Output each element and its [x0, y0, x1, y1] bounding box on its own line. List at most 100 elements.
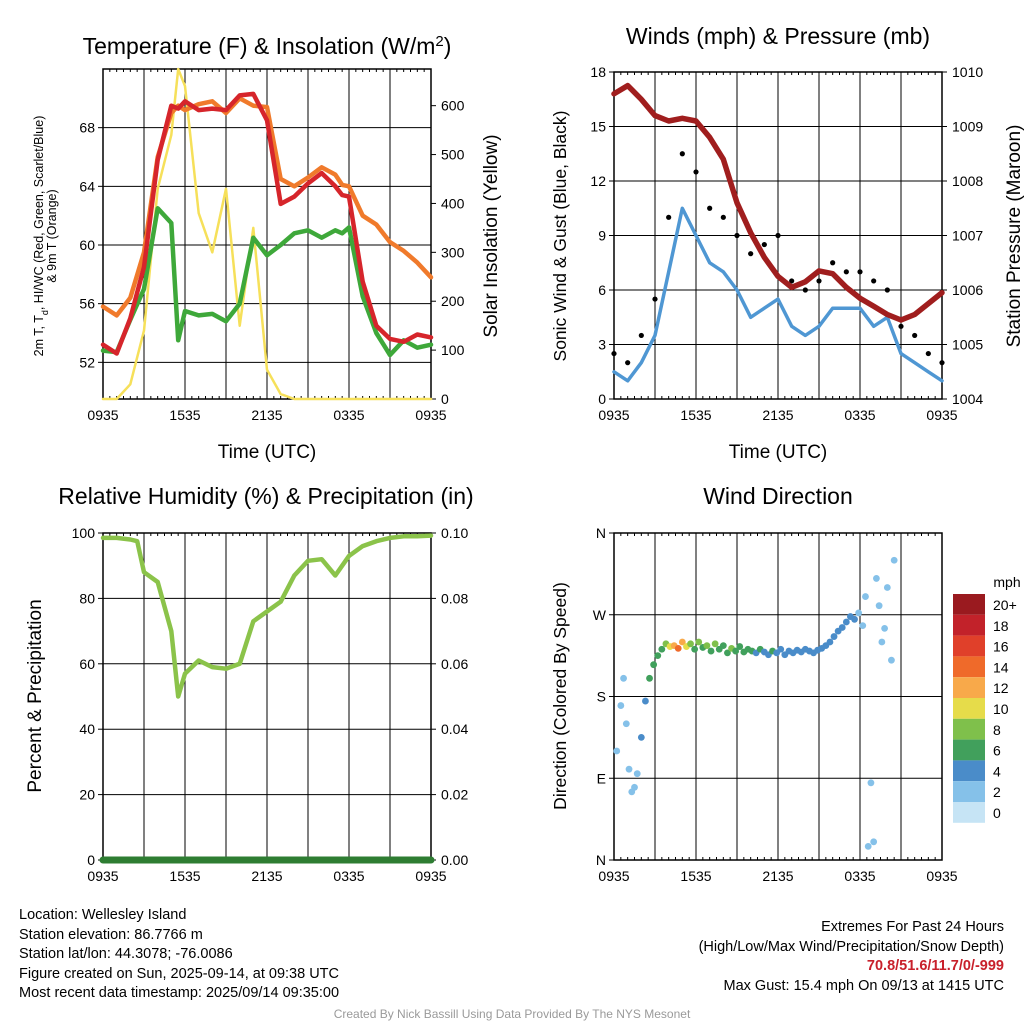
direction-point	[873, 575, 880, 582]
gust-point	[638, 332, 644, 339]
gust-point	[898, 323, 904, 329]
max-gust: Max Gust: 15.4 mph On 09/13 at 1415 UTC	[723, 977, 1004, 994]
winds-y2tick-label: 1008	[952, 173, 983, 189]
extremes-values: 70.8/51.6/11.7/0/-999	[866, 958, 1004, 974]
gust-point	[748, 251, 754, 257]
gust-point	[679, 151, 685, 157]
gust-point	[912, 332, 918, 339]
legend-label: 18	[993, 618, 1009, 634]
direction-point	[707, 647, 715, 655]
legend-swatch	[953, 781, 985, 802]
wind-direction-ytick-label: N	[596, 852, 606, 868]
wind-direction-panel-title: Wind Direction	[703, 483, 853, 509]
winds-y2tick-label: 1010	[952, 64, 983, 80]
station-pressure-line	[611, 82, 945, 323]
direction-point	[646, 674, 653, 682]
relative-humidity-line	[100, 533, 434, 699]
gust-point	[884, 287, 890, 293]
winds-ytick-label: 18	[590, 64, 606, 80]
humidity-xtick-label: 1535	[169, 868, 200, 884]
direction-point	[633, 770, 641, 778]
winds-ytick-label: 6	[598, 282, 606, 298]
direction-point	[838, 624, 846, 631]
gust-point	[816, 278, 822, 284]
winds-x-axis-label: Time (UTC)	[729, 442, 828, 463]
gust-point	[666, 214, 672, 220]
gust-point	[720, 214, 726, 220]
humidity-y2tick-label: 0.10	[441, 525, 468, 541]
dewpoint-line	[100, 206, 434, 358]
winds-panel: Winds (mph) & Pressure (mb) Time (UTC) S…	[550, 23, 1024, 463]
temperature-y2tick-label: 400	[441, 195, 465, 211]
wind-direction-xtick-label: 0935	[926, 868, 957, 884]
gust-point	[652, 296, 658, 302]
temperature-ytick-label: 68	[79, 120, 95, 136]
legend-label: 16	[993, 639, 1009, 655]
legend-label: 6	[993, 743, 1001, 759]
wind-direction-xtick-label: 0335	[844, 868, 875, 884]
direction-point	[622, 720, 630, 728]
legend-swatch	[953, 594, 985, 615]
gust-point	[925, 350, 931, 357]
direction-point	[724, 649, 731, 657]
humidity-y2tick-label: 0.08	[441, 590, 468, 606]
humidity-y2tick-label: 0.00	[441, 852, 468, 868]
gust-point	[857, 269, 863, 275]
direction-point	[691, 645, 699, 653]
temp-2m-line	[100, 91, 434, 356]
station-location: Location: Wellesley Island	[19, 907, 187, 923]
direction-point	[617, 702, 625, 709]
wind-direction-ytick-label: W	[593, 607, 607, 623]
gust-point	[789, 278, 795, 284]
direction-point	[687, 640, 694, 648]
humidity-ytick-label: 20	[79, 787, 95, 803]
direction-point	[859, 622, 867, 630]
direction-point	[777, 645, 785, 653]
humidity-xtick-label: 2135	[251, 868, 282, 884]
gust-point	[843, 269, 849, 275]
direction-point	[637, 733, 645, 741]
temperature-panel-title: Temperature (F) & Insolation (W/m2)	[83, 33, 452, 60]
solar-insolation-line	[101, 67, 433, 401]
winds-y2tick-label: 1007	[952, 228, 983, 244]
humidity-xtick-label: 0335	[333, 868, 364, 884]
wind-direction-ytick-label: E	[597, 770, 606, 786]
gust-point	[761, 241, 767, 248]
recent-timestamp: Most recent data timestamp: 2025/09/14 0…	[19, 985, 340, 1001]
humidity-xtick-label: 0935	[87, 868, 118, 884]
extremes-legend: (High/Low/Max Wind/Precipitation/Snow De…	[698, 938, 1004, 955]
gust-point	[939, 360, 945, 366]
temperature-ytick-label: 60	[79, 237, 95, 253]
winds-xtick-label: 0935	[598, 407, 629, 423]
humidity-ytick-label: 40	[79, 721, 95, 737]
direction-point	[870, 838, 878, 846]
humidity-y2tick-label: 0.04	[441, 721, 468, 737]
gust-point	[693, 169, 699, 175]
winds-xtick-label: 2135	[762, 407, 793, 423]
humidity-xtick-label: 0935	[415, 868, 446, 884]
wind-direction-xtick-label: 1535	[680, 868, 711, 884]
wind-direction-y-axis-label: Direction (Colored By Speed)	[550, 582, 570, 810]
temperature-xtick-label: 0935	[87, 407, 118, 423]
humidity-ytick-label: 60	[79, 656, 95, 672]
direction-point	[736, 643, 744, 650]
winds-xtick-label: 1535	[680, 407, 711, 423]
temperature-ytick-label: 52	[79, 354, 95, 370]
wind-direction-xtick-label: 0935	[598, 868, 629, 884]
gust-point	[830, 260, 836, 266]
gust-point	[707, 205, 713, 211]
direction-point	[654, 652, 662, 660]
credit-line: Created By Nick Bassill Using Data Provi…	[333, 1007, 691, 1021]
direction-point	[883, 584, 891, 591]
legend-swatch	[953, 760, 985, 782]
legend-label: 0	[993, 805, 1001, 821]
temperature-y2tick-label: 200	[441, 293, 465, 309]
temperature-panel: Temperature (F) & Insolation (W/m2) Time…	[32, 33, 502, 464]
legend-swatch	[953, 677, 985, 698]
gust-point	[802, 287, 808, 293]
direction-point	[678, 638, 686, 646]
gust-point	[625, 360, 631, 366]
temperature-plot-frame	[102, 68, 432, 400]
winds-ytick-label: 0	[598, 391, 606, 407]
direction-point	[695, 638, 703, 646]
